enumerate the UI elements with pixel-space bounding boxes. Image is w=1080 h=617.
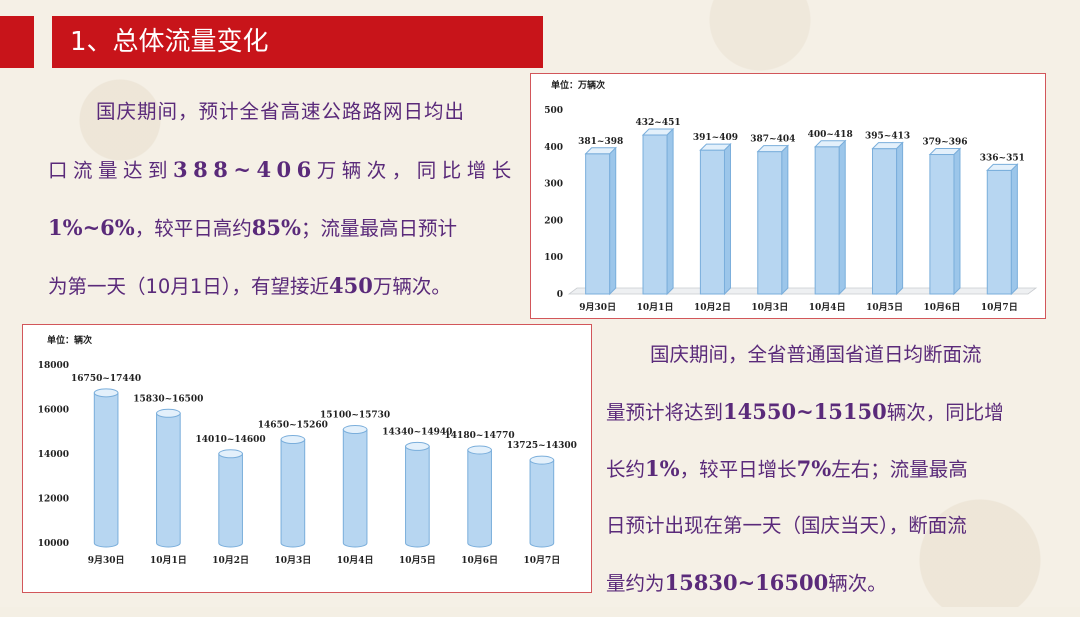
- x-tick-label: 10月6日: [461, 555, 498, 566]
- chart-floor: [567, 287, 1038, 295]
- y-tick-label: 12000: [38, 495, 69, 505]
- x-tick-label: 10月5日: [866, 302, 903, 313]
- data-label: 387~404: [750, 135, 795, 145]
- y-tick-label: 400: [544, 143, 563, 153]
- para1-line3: 1%~6%，较平日高约85%；流量最高日预计: [48, 215, 457, 240]
- x-tick-label: 10月4日: [337, 555, 374, 566]
- bar-side: [896, 141, 904, 296]
- y-tick-label: 18000: [38, 361, 69, 371]
- bar: [405, 445, 430, 548]
- para2-line4: 日预计出现在第一天（国庆当天），断面流: [606, 514, 967, 537]
- bar: [585, 153, 611, 295]
- y-tick-label: 10000: [38, 539, 69, 549]
- bar-side: [666, 127, 674, 296]
- x-tick-label: 10月7日: [523, 555, 560, 566]
- section-title: 1、总体流量变化: [70, 27, 269, 57]
- para2-line3: 长约1%，较平日增长7%左右；流量最高: [606, 456, 968, 481]
- unit-label: 单位：万辆次: [551, 79, 605, 91]
- para2-line1: 国庆期间，全省普通国省道日均断面流: [650, 343, 982, 366]
- data-label: 16750~17440: [71, 374, 141, 384]
- y-tick-label: 0: [557, 290, 563, 300]
- bar-top: [467, 445, 492, 455]
- y-tick-label: 14000: [38, 450, 69, 460]
- bar: [218, 453, 243, 548]
- y-tick-label: 300: [544, 180, 563, 190]
- para2-line2: 量预计将达到14550~15150辆次，同比增: [606, 399, 1004, 424]
- highway-flow-chart: 单位：万辆次 0 100 200 300 400 500 381~398 9月30日 432~45…: [530, 73, 1046, 319]
- bar-top: [405, 441, 430, 451]
- para2-line5: 量约为15830~16500辆次。: [606, 570, 887, 595]
- x-tick-label: 10月3日: [751, 302, 788, 313]
- bar: [757, 151, 783, 295]
- data-label: 432~451: [636, 118, 681, 128]
- x-tick-label: 10月2日: [212, 555, 249, 566]
- x-tick-label: 10月3日: [274, 555, 311, 566]
- bar-side: [781, 144, 789, 296]
- x-tick-label: 10月1日: [150, 555, 187, 566]
- bar-side: [609, 146, 617, 296]
- road-summary-paragraph: 国庆期间，全省普通国省道日均断面流 量预计将达到14550~15150辆次，同比…: [606, 332, 1040, 617]
- y-tick-label: 16000: [38, 406, 69, 416]
- data-label: 391~409: [693, 133, 738, 143]
- x-tick-label: 10月7日: [981, 302, 1018, 313]
- x-tick-label: 10月4日: [809, 302, 846, 313]
- bar: [986, 169, 1012, 295]
- data-label: 336~351: [980, 153, 1025, 163]
- bar-top: [218, 449, 243, 459]
- x-tick-label: 10月2日: [694, 302, 731, 313]
- bar: [342, 429, 368, 548]
- bar-top: [529, 455, 555, 465]
- bar: [93, 392, 119, 548]
- bar-side: [838, 139, 846, 296]
- y-tick-label: 500: [544, 106, 563, 116]
- x-tick-label: 9月30日: [88, 555, 125, 566]
- data-label: 379~396: [922, 138, 967, 148]
- x-tick-label: 10月6日: [924, 302, 961, 313]
- bar: [529, 459, 555, 548]
- x-tick-label: 10月1日: [637, 302, 674, 313]
- data-label: 15830~16500: [133, 394, 203, 404]
- data-label: 14180~14770: [445, 431, 515, 441]
- bar: [699, 149, 725, 295]
- bar: [872, 148, 898, 295]
- highway-summary-paragraph: 国庆期间，预计全省高速公路路网日均出 口流量达到388~406万辆次，同比增长 …: [48, 92, 520, 324]
- para1-line1: 国庆期间，预计全省高速公路路网日均出: [96, 100, 466, 123]
- bar-top: [93, 388, 119, 398]
- data-label: 14650~15260: [258, 421, 328, 431]
- data-label: 381~398: [578, 137, 623, 147]
- data-label: 14340~14940: [382, 427, 452, 437]
- highway-flow-chart-svg: 单位：万辆次 0 100 200 300 400 500 381~398 9月30日 432~45…: [544, 79, 1038, 313]
- title-accent-block: [0, 16, 34, 68]
- data-label: 13725~14300: [507, 441, 577, 451]
- y-tick-label: 200: [544, 216, 563, 226]
- y-tick-label: 100: [544, 253, 563, 263]
- bar: [280, 439, 306, 548]
- x-tick-label: 10月5日: [399, 555, 436, 566]
- bar: [929, 154, 955, 295]
- unit-label: 单位：辆次: [47, 334, 92, 346]
- data-label: 15100~15730: [320, 411, 390, 421]
- road-flow-chart: 单位：辆次 10000 12000 14000 16000 18000 16750~1744…: [22, 324, 592, 593]
- bar-top: [342, 425, 368, 435]
- data-label: 395~413: [865, 132, 910, 142]
- bar-side: [723, 142, 731, 296]
- bar-side: [953, 147, 961, 296]
- bar: [814, 146, 840, 295]
- data-label: 14010~14600: [196, 435, 266, 445]
- bar-top: [156, 408, 181, 418]
- bar: [642, 134, 668, 295]
- bar-top: [280, 435, 306, 445]
- road-flow-chart-svg: 单位：辆次 10000 12000 14000 16000 1800016750~1744…: [38, 334, 577, 566]
- para1-line4: 为第一天（10月1日），有望接近450万辆次。: [48, 273, 451, 298]
- bar: [467, 449, 492, 548]
- bar: [156, 412, 181, 548]
- section-title-bar: 1、总体流量变化: [52, 16, 543, 68]
- x-tick-label: 9月30日: [579, 302, 616, 313]
- data-label: 400~418: [808, 130, 853, 140]
- para1-line2: 口流量达到388~406万辆次，同比增长: [48, 157, 517, 182]
- bar-side: [1010, 163, 1018, 296]
